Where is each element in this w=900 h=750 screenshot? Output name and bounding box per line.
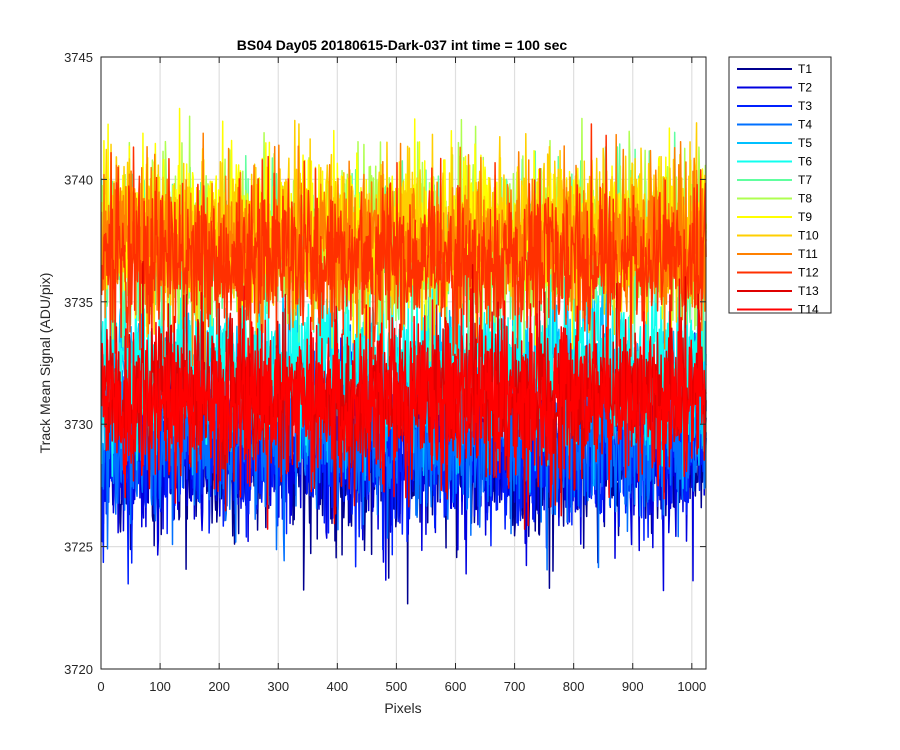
legend-label-t5: T5 (798, 136, 812, 150)
legend-label-t7: T7 (798, 173, 812, 187)
y-axis-label: Track Mean Signal (ADU/pix) (37, 273, 53, 454)
series-line-t14 (100, 278, 707, 530)
x-tick-label: 400 (326, 679, 348, 694)
legend-label-t1: T1 (798, 62, 812, 76)
legend-label-t3: T3 (798, 99, 812, 113)
y-tick-label: 3725 (64, 540, 93, 555)
y-tick-label: 3735 (64, 295, 93, 310)
x-tick-label: 500 (386, 679, 408, 694)
legend-label-t8: T8 (798, 192, 812, 206)
plot-frame (100, 56, 707, 670)
x-axis-label: Pixels (384, 700, 421, 716)
y-tick-label: 3740 (64, 172, 93, 187)
chart-title: BS04 Day05 20180615-Dark-037 int time = … (237, 37, 568, 53)
x-tick-label: 100 (149, 679, 171, 694)
y-tick-label: 3745 (64, 50, 93, 65)
x-tick-label: 800 (563, 679, 585, 694)
legend-label-t13: T13 (798, 284, 819, 298)
x-tick-label: 700 (504, 679, 526, 694)
legend-label-t14: T14 (798, 303, 819, 317)
x-tick-label: 900 (622, 679, 644, 694)
legend-label-t9: T9 (798, 210, 812, 224)
x-tick-label: 0 (97, 679, 104, 694)
x-tick-label: 600 (445, 679, 467, 694)
legend: T1 T2 T3 T4 T5 T6 T7 T8 T9 T10 T11 T12 T13 T14 (728, 56, 832, 317)
legend-label-t12: T12 (798, 266, 819, 280)
x-tick-label: 1000 (677, 679, 706, 694)
x-axis-ticks: 0 100 200 300 400 500 600 700 800 900 1000 (97, 57, 706, 694)
legend-label-t6: T6 (798, 155, 812, 169)
x-tick-label: 300 (267, 679, 289, 694)
y-axis-ticks: 3720 3725 3730 3735 3740 3745 (64, 50, 706, 677)
legend-label-t2: T2 (798, 81, 812, 95)
series-line-t12 (100, 123, 707, 384)
y-tick-label: 3730 (64, 417, 93, 432)
series-layer (100, 107, 707, 605)
legend-label-t4: T4 (798, 118, 812, 132)
x-tick-label: 200 (208, 679, 230, 694)
y-tick-label: 3720 (64, 662, 93, 677)
legend-label-t11: T11 (798, 247, 818, 261)
legend-box (728, 56, 832, 314)
legend-label-t10: T10 (798, 229, 819, 243)
